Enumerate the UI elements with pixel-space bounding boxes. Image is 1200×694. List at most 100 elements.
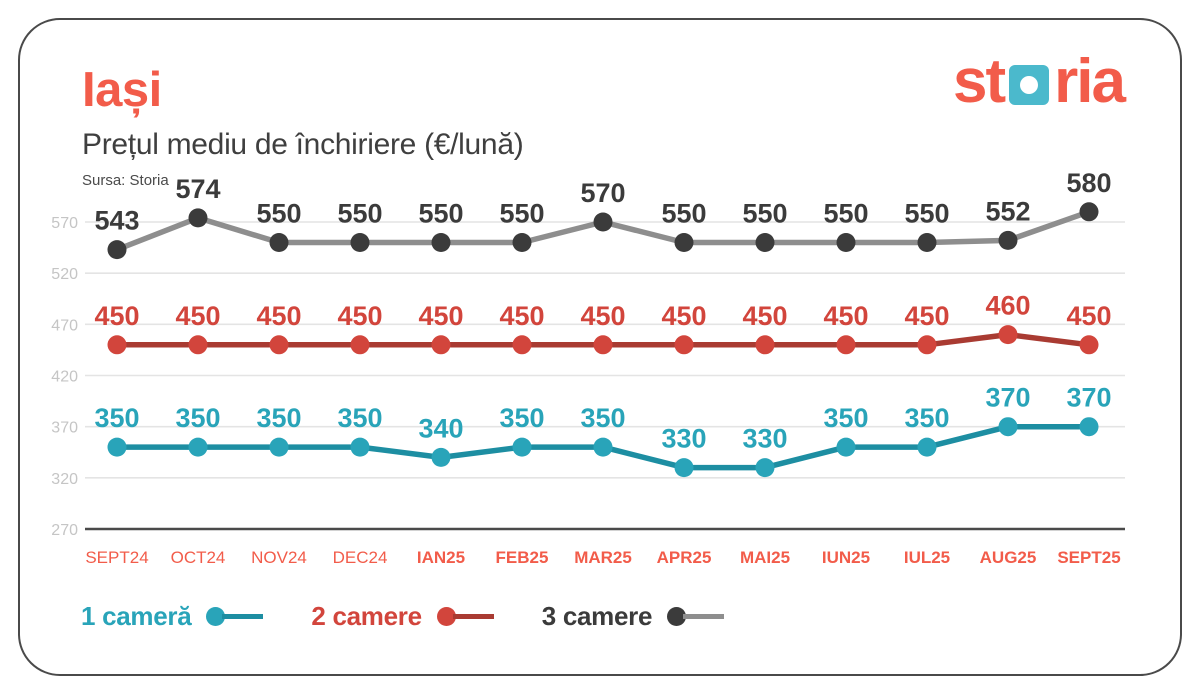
- data-point: [350, 233, 370, 252]
- data-label: 330: [661, 424, 706, 454]
- data-point: [107, 240, 127, 260]
- data-point: [269, 335, 289, 355]
- data-label: 350: [499, 403, 544, 433]
- legend-marker-icon: [667, 607, 725, 626]
- data-point: [998, 417, 1018, 437]
- data-point: [107, 335, 127, 355]
- x-tick-label: OCT24: [171, 548, 226, 567]
- data-point: [431, 447, 451, 467]
- data-point: [917, 437, 937, 457]
- data-label: 450: [499, 301, 544, 331]
- legend-label: 2 camere: [311, 601, 422, 631]
- data-point: [431, 335, 451, 355]
- logo-text-ria: ria: [1054, 47, 1126, 116]
- legend-item-3-camere: 3 camere: [542, 601, 725, 632]
- data-label: 450: [661, 301, 706, 331]
- data-label: 550: [742, 199, 787, 229]
- x-tick-label: FEB25: [496, 548, 549, 567]
- data-label: 550: [256, 199, 301, 229]
- data-label: 370: [985, 383, 1030, 413]
- data-label: 450: [337, 301, 382, 331]
- x-tick-label: MAR25: [574, 548, 632, 567]
- data-label: 550: [337, 199, 382, 229]
- data-label: 340: [418, 413, 463, 443]
- data-point: [998, 230, 1018, 250]
- data-label: 350: [256, 403, 301, 433]
- data-point: [755, 335, 775, 355]
- data-point: [593, 335, 613, 355]
- data-label: 350: [580, 403, 625, 433]
- data-point: [431, 233, 451, 252]
- y-tick-label: 570: [51, 215, 78, 232]
- data-point: [107, 437, 127, 457]
- data-label: 574: [175, 174, 220, 204]
- y-tick-label: 420: [51, 369, 78, 386]
- x-tick-label: MAI25: [740, 548, 790, 567]
- data-point: [269, 233, 289, 252]
- data-label: 580: [1066, 168, 1111, 198]
- data-point: [674, 233, 694, 252]
- data-point: [512, 233, 532, 252]
- x-tick-label: IAN25: [417, 548, 465, 567]
- data-label: 450: [580, 301, 625, 331]
- data-point: [1079, 202, 1099, 222]
- x-tick-label: SEPT25: [1057, 548, 1120, 567]
- x-tick-label: IUN25: [822, 548, 870, 567]
- data-point: [836, 437, 856, 457]
- data-point: [269, 437, 289, 457]
- data-point: [1079, 417, 1099, 437]
- legend-item-2-camere: 2 camere: [311, 601, 494, 632]
- x-tick-label: DEC24: [333, 548, 388, 567]
- data-label: 450: [904, 301, 949, 331]
- data-label: 370: [1066, 383, 1111, 413]
- data-label: 450: [94, 301, 139, 331]
- y-tick-label: 370: [51, 420, 78, 437]
- page-title: Iași: [82, 63, 162, 117]
- y-tick-label: 320: [51, 471, 78, 488]
- legend: 1 cameră 2 camere 3 camere: [81, 601, 725, 632]
- data-label: 570: [580, 178, 625, 208]
- data-label: 543: [94, 206, 139, 236]
- data-label: 550: [661, 199, 706, 229]
- data-point: [512, 437, 532, 457]
- legend-marker-icon: [436, 607, 494, 626]
- y-tick-label: 520: [51, 266, 78, 283]
- legend-marker-icon: [206, 607, 264, 626]
- data-label: 552: [985, 196, 1030, 226]
- data-label: 450: [742, 301, 787, 331]
- data-label: 330: [742, 424, 787, 454]
- data-point: [188, 208, 208, 228]
- data-point: [917, 233, 937, 252]
- data-point: [593, 437, 613, 457]
- data-label: 460: [985, 291, 1030, 321]
- data-point: [512, 335, 532, 355]
- y-tick-label: 470: [51, 317, 78, 334]
- storia-logo: st ria: [953, 47, 1126, 116]
- data-point: [593, 212, 613, 232]
- logo-o-square-icon: [1009, 65, 1050, 106]
- x-tick-label: AUG25: [980, 548, 1037, 567]
- data-label: 550: [418, 199, 463, 229]
- data-point: [998, 325, 1018, 345]
- logo-o-circle-icon: [1020, 76, 1039, 95]
- chart-subtitle: Prețul mediu de închiriere (€/lună): [82, 128, 524, 161]
- logo-text-st: st: [953, 47, 1006, 116]
- x-tick-label: APR25: [657, 548, 712, 567]
- data-label: 350: [823, 403, 868, 433]
- y-tick-label: 270: [51, 522, 78, 539]
- data-label: 450: [418, 301, 463, 331]
- data-point: [755, 458, 775, 478]
- data-label: 450: [823, 301, 868, 331]
- data-point: [1079, 335, 1099, 355]
- data-label: 350: [904, 403, 949, 433]
- data-label: 550: [823, 199, 868, 229]
- data-label: 550: [904, 199, 949, 229]
- legend-item-1-camera: 1 cameră: [81, 601, 264, 632]
- data-point: [836, 335, 856, 355]
- data-label: 450: [175, 301, 220, 331]
- x-tick-label: NOV24: [251, 548, 307, 567]
- data-label: 350: [337, 403, 382, 433]
- data-point: [188, 335, 208, 355]
- data-label: 450: [256, 301, 301, 331]
